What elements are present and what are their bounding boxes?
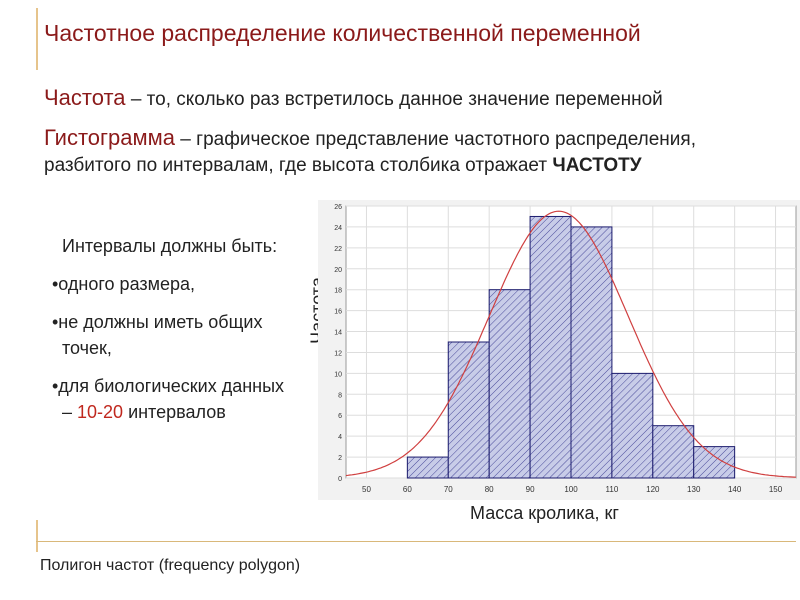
y-tick-label: 8 [338,392,342,399]
y-tick-label: 0 [338,476,342,483]
histogram-definition-text: – графическое представление частотного р… [44,129,696,176]
y-tick-label: 12 [334,350,342,357]
y-tick-label: 20 [334,267,342,274]
histogram-bar [529,215,572,479]
x-tick-label: 100 [564,485,578,494]
bullet-bio-data-suffix: интервалов [123,402,226,422]
histogram-chart: 0 2 4 6 8 10 12 14 16 18 20 22 24 26 50 60 70 80 90 100 110 1… [318,200,800,500]
interval-requirements: Интервалы должны быть: •одного размера, … [46,233,286,437]
histogram-bar [488,289,531,479]
bullet-bio-data-range: 10-20 [77,402,124,422]
slide-title: Частотное распределение количественной п… [44,20,641,46]
intervals-heading: Интервалы должны быть: [62,236,278,256]
x-tick-label: 80 [485,485,494,494]
frequency-term: Частота [44,85,126,110]
x-tick-label: 150 [769,485,783,494]
histogram-bar [693,446,736,479]
x-tick-label: 90 [526,485,535,494]
y-tick-label: 14 [334,330,342,337]
x-tick-label: 60 [403,485,412,494]
x-tick-label: 140 [728,485,742,494]
y-tick-label: 2 [338,455,342,462]
histogram-definition: Гистограмма – графическое представление … [44,125,744,179]
x-tick-label: 70 [444,485,453,494]
frequency-definition-text: – то, сколько раз встретилось данное зна… [125,89,663,110]
y-tick-label: 4 [338,434,342,441]
normal-distribution-curve [345,210,797,478]
x-tick-label: 120 [646,485,660,494]
histogram-bar [611,372,654,479]
histogram-bar [406,456,449,479]
histogram-bar [652,425,695,479]
frequency-polygon-link[interactable]: Полигон частот (frequency polygon) [40,557,301,574]
bullet-same-size: •одного размера, [52,274,196,294]
y-tick-label: 18 [334,288,342,295]
histogram-term: Гистограмма [44,125,176,150]
x-tick-label: 110 [606,485,619,494]
bullet-bio-data: •для биологических данных – 10-20 интерв… [46,373,286,425]
footer-accent-line [36,520,38,552]
y-tick-label: 22 [334,246,342,253]
footer-divider [36,541,796,542]
chart-x-axis-label: Масса кролика, кг [470,503,620,523]
y-tick-label: 24 [334,225,342,232]
y-tick-label: 16 [334,309,342,316]
x-tick-label: 50 [362,485,371,494]
bullet-no-common-points: •не должны иметь общих точек, [52,312,263,358]
histogram-definition-bold: ЧАСТОТУ [552,155,642,176]
y-tick-label: 10 [334,371,342,378]
bullet-bio-data-text: •для биологических данных – [52,376,285,422]
histogram-bar [447,341,490,479]
y-tick-label: 6 [338,413,342,420]
y-tick-label: 26 [334,204,342,211]
histogram-bar [570,226,613,479]
title-accent-line [36,8,38,70]
x-tick-label: 130 [687,485,701,494]
frequency-definition: Частота – то, сколько раз встретилось да… [44,85,663,111]
